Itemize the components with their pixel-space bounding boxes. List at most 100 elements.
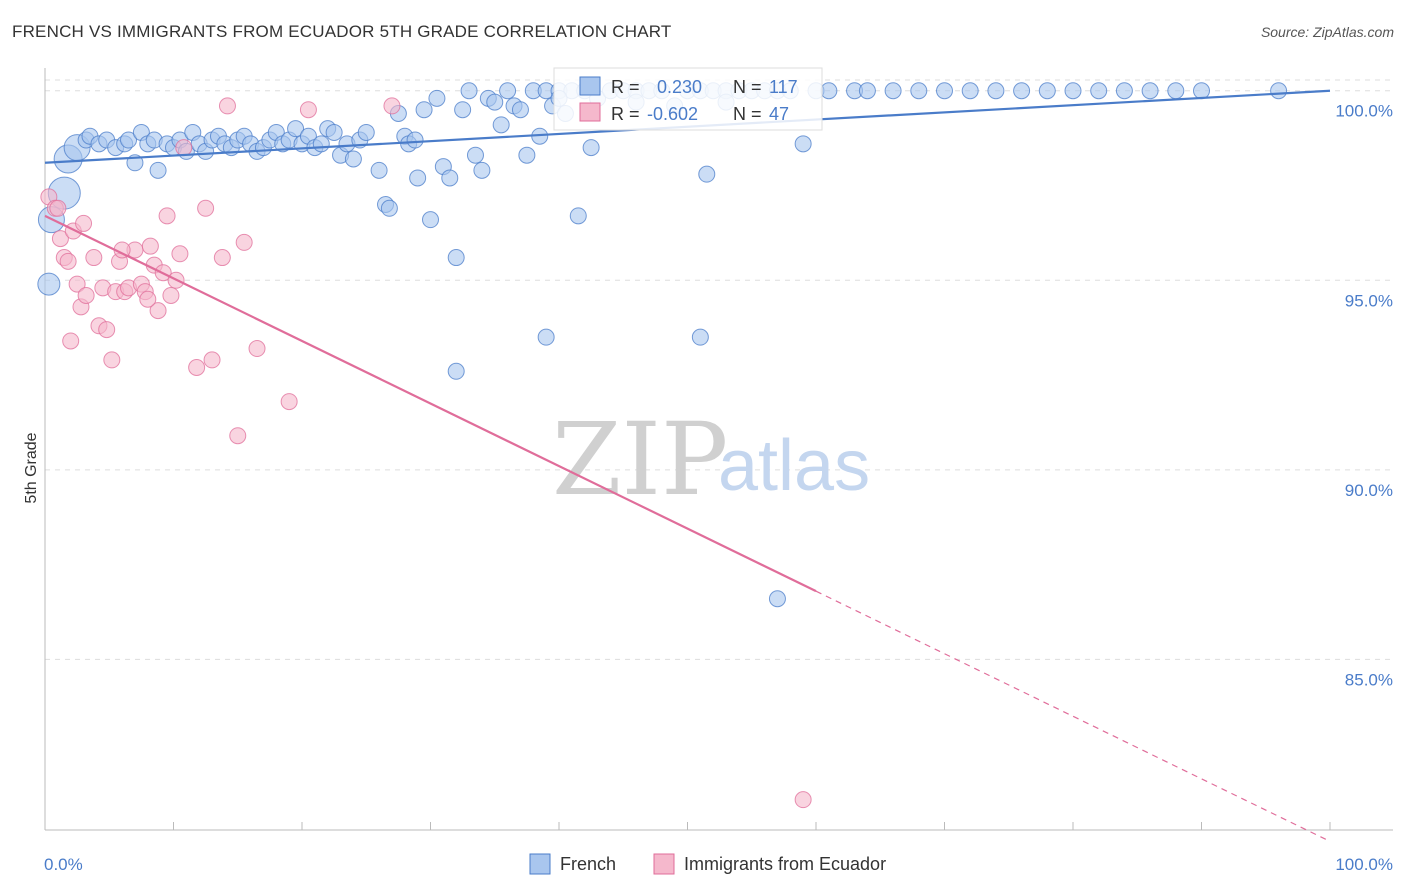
french-point bbox=[473, 161, 491, 179]
y-tick-label: 100.0% bbox=[1335, 102, 1393, 121]
stats-french-swatch bbox=[579, 76, 601, 96]
stats-ecuador-r-label: R = bbox=[611, 104, 640, 124]
stats-french-n-label: N = bbox=[733, 77, 762, 97]
ecuador-point bbox=[49, 199, 67, 217]
french-point bbox=[415, 101, 433, 119]
watermark-atlas: atlas bbox=[718, 426, 870, 506]
chart-title: FRENCH VS IMMIGRANTS FROM ECUADOR 5TH GR… bbox=[12, 22, 672, 41]
ecuador-point bbox=[51, 230, 69, 248]
french-point bbox=[312, 135, 330, 153]
french-point bbox=[1013, 82, 1031, 100]
ecuador-point bbox=[103, 351, 121, 369]
french-point bbox=[441, 169, 459, 187]
ecuador-point bbox=[299, 101, 317, 119]
french-point bbox=[120, 131, 138, 149]
ecuador-point bbox=[75, 214, 93, 232]
axes: 85.0% 90.0% 95.0% 100.0% bbox=[44, 68, 1393, 831]
french-point bbox=[582, 139, 600, 157]
french-point bbox=[492, 116, 510, 134]
french-point bbox=[858, 82, 876, 100]
ecuador-point bbox=[197, 199, 215, 217]
french-point bbox=[1090, 82, 1108, 100]
french-point bbox=[518, 146, 536, 164]
french-point bbox=[406, 131, 424, 149]
french-point bbox=[768, 590, 786, 608]
french-point bbox=[460, 82, 478, 100]
stats-french-r-value: 0.230 bbox=[657, 77, 702, 97]
french-point bbox=[820, 82, 838, 100]
legend-ecuador-swatch[interactable] bbox=[653, 853, 675, 875]
french-point bbox=[37, 272, 61, 296]
french-point bbox=[486, 93, 504, 111]
ecuador-point bbox=[77, 286, 95, 304]
french-point bbox=[325, 123, 343, 141]
ecuador-point bbox=[149, 302, 167, 320]
french-point bbox=[499, 82, 517, 100]
french-point bbox=[910, 82, 928, 100]
ecuador-trend-line bbox=[44, 214, 817, 593]
ecuador-point bbox=[229, 427, 247, 445]
french-point bbox=[936, 82, 953, 100]
french-point bbox=[794, 135, 812, 153]
y-tick-label: 95.0% bbox=[1345, 291, 1393, 310]
ecuador-point bbox=[175, 139, 193, 157]
watermark: ZIP atlas bbox=[552, 401, 870, 518]
x-tick-label-left: 0.0% bbox=[44, 855, 83, 874]
ecuador-point bbox=[203, 351, 221, 369]
ecuador-point bbox=[98, 321, 116, 339]
ecuador-point bbox=[62, 332, 80, 350]
french-point bbox=[380, 199, 398, 217]
ecuador-point bbox=[213, 249, 231, 267]
ecuador-trend-extension bbox=[815, 590, 1331, 842]
y-tick-label: 85.0% bbox=[1345, 670, 1393, 689]
bottom-legend: French Immigrants from Ecuador bbox=[529, 853, 886, 875]
stats-ecuador-r-value: -0.602 bbox=[647, 104, 698, 124]
ecuador-point bbox=[59, 252, 77, 270]
ecuador-point bbox=[139, 290, 157, 308]
stats-ecuador-n-value: 47 bbox=[769, 104, 789, 124]
french-point bbox=[987, 82, 1005, 100]
legend-french-label[interactable]: French bbox=[560, 854, 616, 874]
french-point bbox=[961, 82, 979, 100]
french-point bbox=[511, 101, 529, 119]
x-tick-label-right: 100.0% bbox=[1335, 855, 1393, 874]
ecuador-point bbox=[794, 791, 812, 809]
y-axis-label: 5th Grade bbox=[23, 432, 40, 503]
ecuador-point bbox=[218, 97, 236, 115]
ecuador-point bbox=[383, 97, 401, 115]
x-tick-labels: 0.0% 100.0% bbox=[44, 855, 1393, 874]
ecuador-point bbox=[171, 245, 189, 263]
legend-french-swatch[interactable] bbox=[529, 853, 551, 875]
french-point bbox=[357, 123, 375, 141]
stats-ecuador-swatch bbox=[579, 102, 601, 122]
watermark-zip: ZIP bbox=[552, 401, 728, 518]
french-point bbox=[698, 165, 716, 183]
stats-french-n-value: 117 bbox=[769, 77, 798, 97]
legend-ecuador-label[interactable]: Immigrants from Ecuador bbox=[684, 854, 886, 874]
french-point bbox=[1141, 82, 1159, 100]
french-point bbox=[149, 161, 167, 179]
french-point bbox=[447, 249, 465, 267]
french-point bbox=[1115, 82, 1133, 100]
ecuador-point bbox=[68, 275, 86, 293]
french-point bbox=[287, 120, 305, 138]
french-point bbox=[691, 328, 709, 346]
stats-ecuador-n-label: N = bbox=[733, 104, 762, 124]
french-point bbox=[422, 211, 439, 229]
french-point bbox=[409, 169, 427, 187]
french-point bbox=[447, 362, 465, 380]
ecuador-point bbox=[158, 207, 176, 225]
french-point bbox=[884, 82, 902, 100]
french-point bbox=[454, 101, 472, 119]
french-point bbox=[1038, 82, 1056, 100]
ecuador-point bbox=[188, 358, 206, 376]
french-point bbox=[569, 207, 587, 225]
ecuador-point bbox=[141, 237, 159, 255]
french-point bbox=[537, 328, 555, 346]
french-point bbox=[1167, 82, 1185, 100]
french-point bbox=[370, 161, 388, 179]
french-point bbox=[466, 146, 484, 164]
ecuador-point bbox=[162, 286, 180, 304]
ecuador-point bbox=[85, 249, 103, 267]
